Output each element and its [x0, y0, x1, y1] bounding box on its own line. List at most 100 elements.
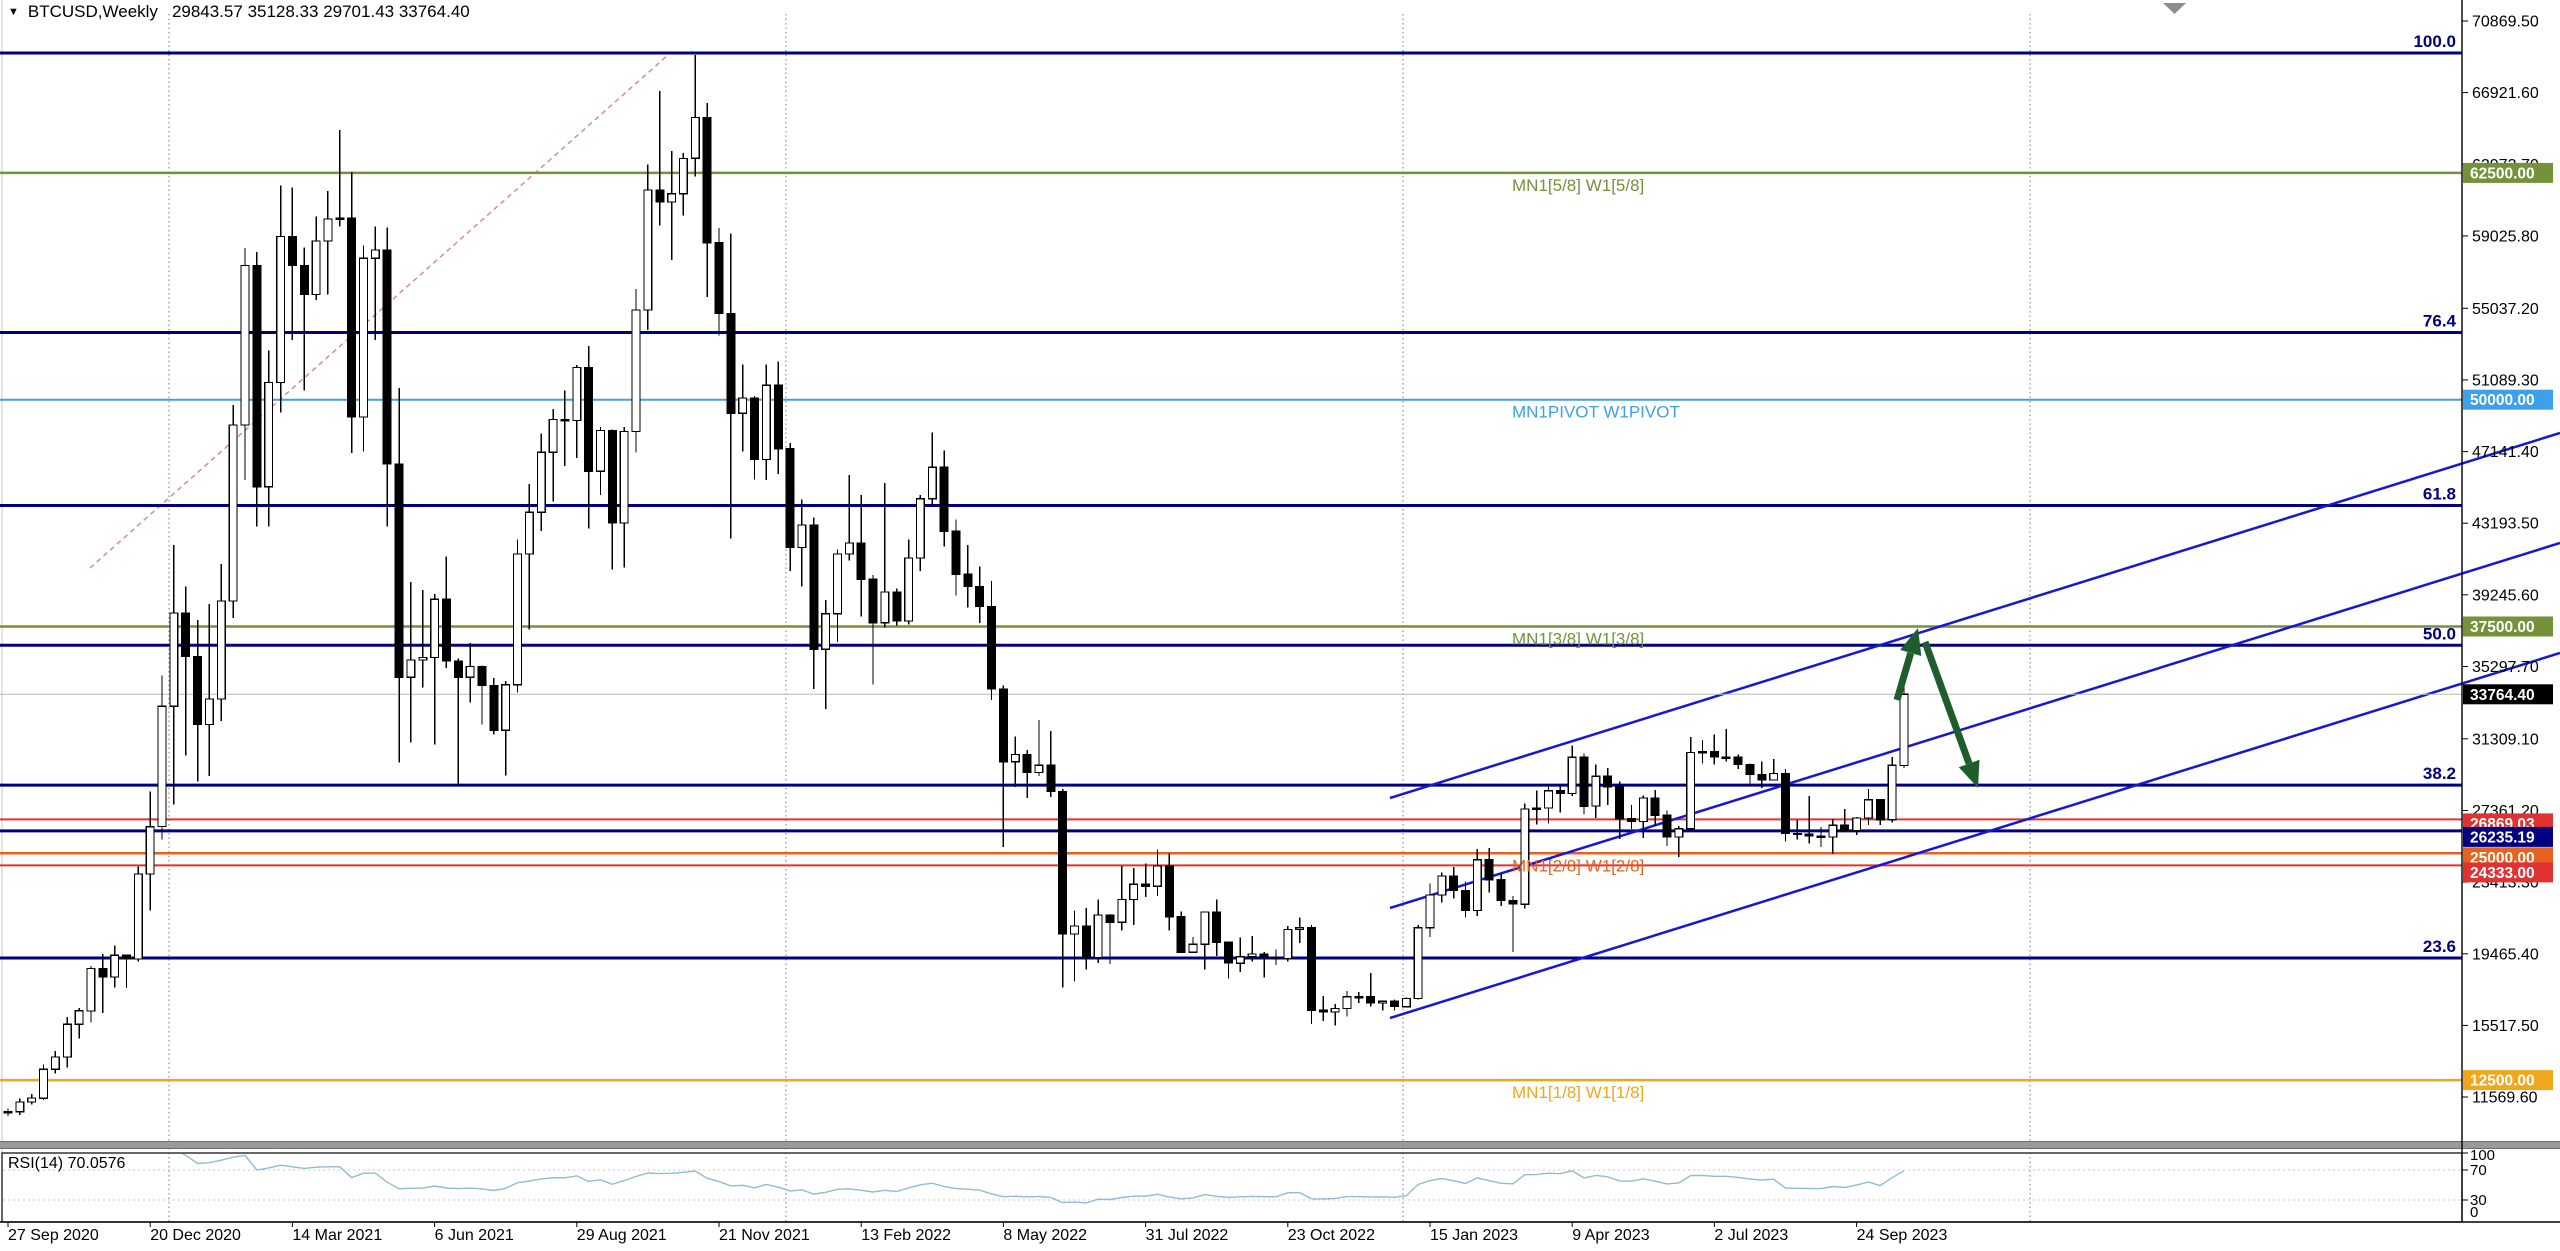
- candle: [501, 684, 511, 731]
- candle: [1081, 925, 1091, 959]
- candle: [1283, 928, 1293, 960]
- date-axis-label: 15 Jan 2023: [1430, 1227, 1518, 1244]
- candle: [844, 542, 854, 555]
- candle: [1674, 828, 1684, 838]
- candle: [74, 1010, 84, 1025]
- candle: [892, 591, 902, 622]
- price-badge: 26235.19: [2463, 826, 2553, 847]
- candle: [1259, 953, 1269, 959]
- candles-layer[interactable]: [3, 54, 1909, 1117]
- candle: [453, 660, 463, 678]
- candle: [536, 451, 546, 513]
- candle: [1579, 756, 1589, 807]
- candle: [1235, 956, 1245, 964]
- candle: [1840, 824, 1850, 832]
- candle: [1141, 883, 1151, 888]
- candle: [832, 553, 842, 615]
- candle: [667, 193, 677, 203]
- candle: [1532, 807, 1542, 810]
- candle: [1863, 799, 1873, 819]
- fibo-label: 76.4: [2423, 312, 2457, 331]
- forecast-arrow-up[interactable]: [1893, 628, 1922, 701]
- price-axis-tick-label: 31309.10: [2472, 731, 2539, 748]
- forecast-arrow-down[interactable]: [1921, 640, 1980, 788]
- candle: [1543, 790, 1553, 809]
- year-separators: [168, 14, 2031, 1222]
- price-badge: 37500.00: [2463, 616, 2553, 637]
- candle: [975, 585, 985, 608]
- candle: [1058, 790, 1068, 935]
- candle: [1567, 756, 1577, 795]
- dotted-trendline[interactable]: [89, 54, 669, 569]
- price-badge: 50000.00: [2463, 389, 2553, 410]
- candle: [3, 1110, 13, 1114]
- candle: [1271, 957, 1281, 960]
- candle: [1330, 1007, 1340, 1013]
- candle: [430, 598, 440, 658]
- candle: [880, 591, 890, 624]
- candle: [1069, 925, 1079, 935]
- candle: [169, 612, 179, 707]
- candle: [370, 249, 380, 259]
- candle: [1212, 911, 1222, 943]
- candle: [1449, 875, 1459, 892]
- candle: [548, 419, 558, 453]
- candle: [382, 249, 392, 465]
- candle: [1769, 772, 1779, 781]
- price-axis-tick-label: 39245.60: [2472, 587, 2539, 604]
- svg-text:26235.19: 26235.19: [2470, 829, 2535, 846]
- candle: [1105, 914, 1115, 923]
- panel-splitter[interactable]: [0, 1141, 2560, 1149]
- time-axis[interactable]: 27 Sep 2020 20 Dec 2020 14 Mar 2021 6 Jun 2…: [7, 1222, 1947, 1244]
- candle: [1425, 894, 1435, 929]
- channel-line: [1389, 431, 2560, 800]
- candle: [418, 656, 428, 661]
- fibo-label: 61.8: [2423, 485, 2456, 504]
- candle: [1792, 832, 1802, 836]
- candle: [15, 1101, 25, 1113]
- price-axis-tick-label: 47141.40: [2472, 444, 2539, 461]
- candle: [1460, 889, 1470, 912]
- candle: [145, 826, 155, 875]
- candle: [749, 397, 759, 461]
- price-axis[interactable]: 70869.5066921.6062973.7059025.8055037.20…: [2462, 14, 2553, 1107]
- candle: [915, 498, 925, 559]
- candle: [998, 688, 1008, 763]
- candle: [477, 665, 487, 687]
- candle: [631, 309, 641, 433]
- candle: [939, 466, 949, 532]
- candle: [133, 873, 143, 960]
- candle: [821, 613, 831, 650]
- candle: [738, 397, 748, 414]
- candle: [1875, 799, 1885, 821]
- candle: [1686, 751, 1696, 830]
- candle: [394, 463, 404, 678]
- candle: [785, 448, 795, 549]
- candle: [1555, 790, 1565, 795]
- candle: [27, 1097, 37, 1103]
- fibo-label: 100.0: [2413, 32, 2456, 51]
- levels-layer[interactable]: [0, 51, 2560, 1082]
- candle: [1591, 775, 1601, 807]
- candle: [264, 381, 274, 488]
- candle: [1650, 797, 1660, 816]
- candle: [1010, 753, 1020, 763]
- price-axis-tick-label: 19465.40: [2472, 946, 2539, 963]
- candle: [607, 429, 617, 524]
- candle: [406, 659, 416, 678]
- date-axis-label: 6 Jun 2021: [435, 1227, 514, 1244]
- chart-title-bar: ▼ BTCUSD,Weekly 29843.57 35128.33 29701.…: [8, 2, 470, 22]
- rsi-scale-label: 30: [2470, 1192, 2487, 1209]
- candle: [1117, 898, 1127, 923]
- chart-shift-marker-icon[interactable]: [2163, 3, 2186, 14]
- candle: [856, 542, 866, 580]
- svg-text:33764.40: 33764.40: [2470, 687, 2535, 704]
- candle: [1638, 797, 1648, 823]
- candle: [951, 530, 961, 575]
- rsi-indicator-label: RSI(14) 70.0576: [8, 1155, 126, 1172]
- candle: [204, 698, 214, 726]
- rsi-line: [181, 1154, 1905, 1204]
- symbol-expand-icon[interactable]: ▼: [8, 6, 19, 18]
